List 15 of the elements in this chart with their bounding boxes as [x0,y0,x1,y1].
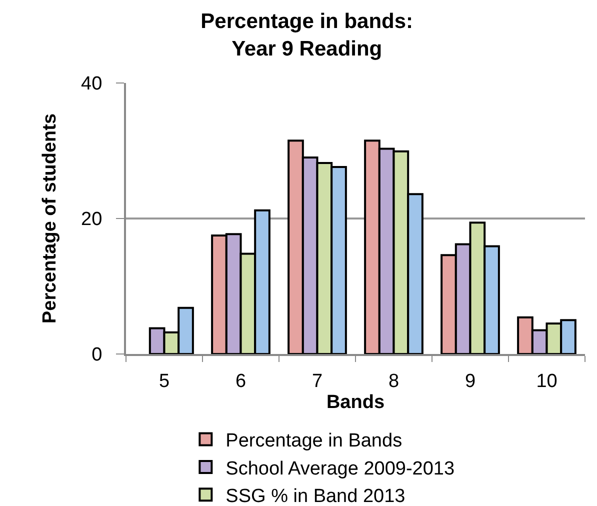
x-axis-title: Bands [326,392,385,414]
x-tick-label: 8 [388,370,400,392]
legend-label: SSG % in Band 2013 [226,486,406,506]
y-tick-label: 0 [92,344,102,366]
y-tick-label: 40 [81,74,102,95]
y-axis-title: Percentage of students [39,113,60,324]
x-tick-label: 10 [536,370,558,392]
x-tick-label: 6 [235,370,246,392]
y-tick-label: 20 [81,209,102,230]
x-tick-label: 9 [464,370,476,392]
chart-title: Percentage in bands: Year 9 Reading [200,10,414,60]
x-tick-label: 7 [312,370,323,392]
x-tick-label: 5 [158,370,170,392]
legend-label: School Average 2009-2013 [226,458,455,480]
legend-label: Percentage in Bands [226,430,402,452]
